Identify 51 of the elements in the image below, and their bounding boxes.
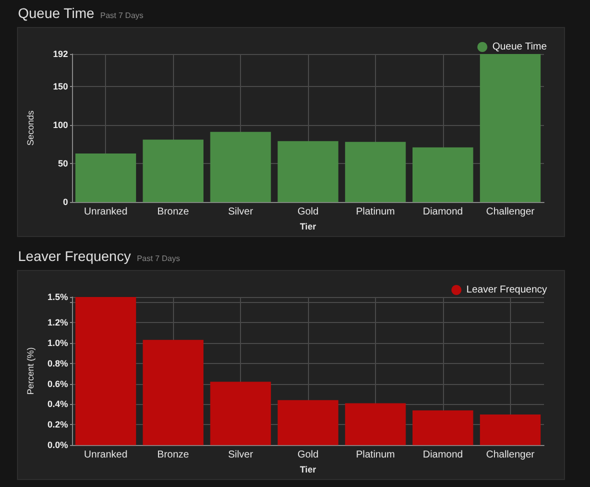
bar xyxy=(75,154,136,202)
y-tick-label: 0.4% xyxy=(47,399,68,410)
y-tick-label: 0.6% xyxy=(47,378,68,389)
y-tick-label: 0.8% xyxy=(47,358,68,368)
y-tick-label: 1.0% xyxy=(47,338,68,348)
x-tick-label: Silver xyxy=(228,450,254,461)
x-tick-label: Platinum xyxy=(356,206,395,218)
bar xyxy=(278,141,338,202)
bar xyxy=(412,410,474,446)
x-tick-label: Platinum xyxy=(356,450,395,461)
x-tick-label: Challenger xyxy=(486,206,536,218)
legend-label: Leaver Frequency xyxy=(466,284,548,296)
chart-subtitle: Past 7 Days xyxy=(100,11,144,20)
bar xyxy=(210,132,271,202)
bar xyxy=(210,382,271,446)
x-tick-label: Gold xyxy=(297,206,319,218)
x-tick-label: Diamond xyxy=(422,206,463,218)
y-tick-label: 1.2% xyxy=(47,318,68,328)
legend-label: Queue Time xyxy=(492,42,548,52)
x-tick-label: Gold xyxy=(297,450,319,461)
bar xyxy=(480,414,541,446)
x-tick-label: Unranked xyxy=(84,450,128,461)
x-axis-title: Tier xyxy=(300,464,317,474)
bar xyxy=(142,340,204,446)
chart-subtitle: Past 7 Days xyxy=(136,254,180,263)
y-tick-label: 1.5% xyxy=(47,292,68,302)
chart-title: Queue Time xyxy=(18,5,94,21)
y-tick-label: 0 xyxy=(62,197,68,208)
y-tick-label: 100 xyxy=(52,120,68,130)
bar xyxy=(278,400,338,446)
x-axis-title: Tier xyxy=(300,222,317,232)
x-tick-label: Diamond xyxy=(422,450,463,461)
chart-title: Leaver Frequency xyxy=(18,248,131,264)
y-axis-title: Percent (%) xyxy=(26,347,36,395)
y-tick-label: 50 xyxy=(58,158,68,169)
bar xyxy=(412,147,474,202)
bar xyxy=(75,297,136,446)
x-tick-label: Bronze xyxy=(157,206,190,218)
y-axis-title: Seconds xyxy=(26,110,36,146)
bar xyxy=(480,54,541,202)
bar xyxy=(345,142,406,202)
bar xyxy=(142,140,204,202)
x-tick-label: Unranked xyxy=(84,206,128,218)
x-tick-label: Bronze xyxy=(157,450,190,461)
y-tick-label: 0.0% xyxy=(47,440,68,450)
x-tick-label: Silver xyxy=(228,206,254,218)
y-tick-label: 192 xyxy=(52,49,68,59)
bar xyxy=(345,403,406,446)
x-tick-label: Challenger xyxy=(486,450,536,461)
y-tick-label: 150 xyxy=(52,81,68,92)
y-tick-label: 0.2% xyxy=(47,420,68,430)
